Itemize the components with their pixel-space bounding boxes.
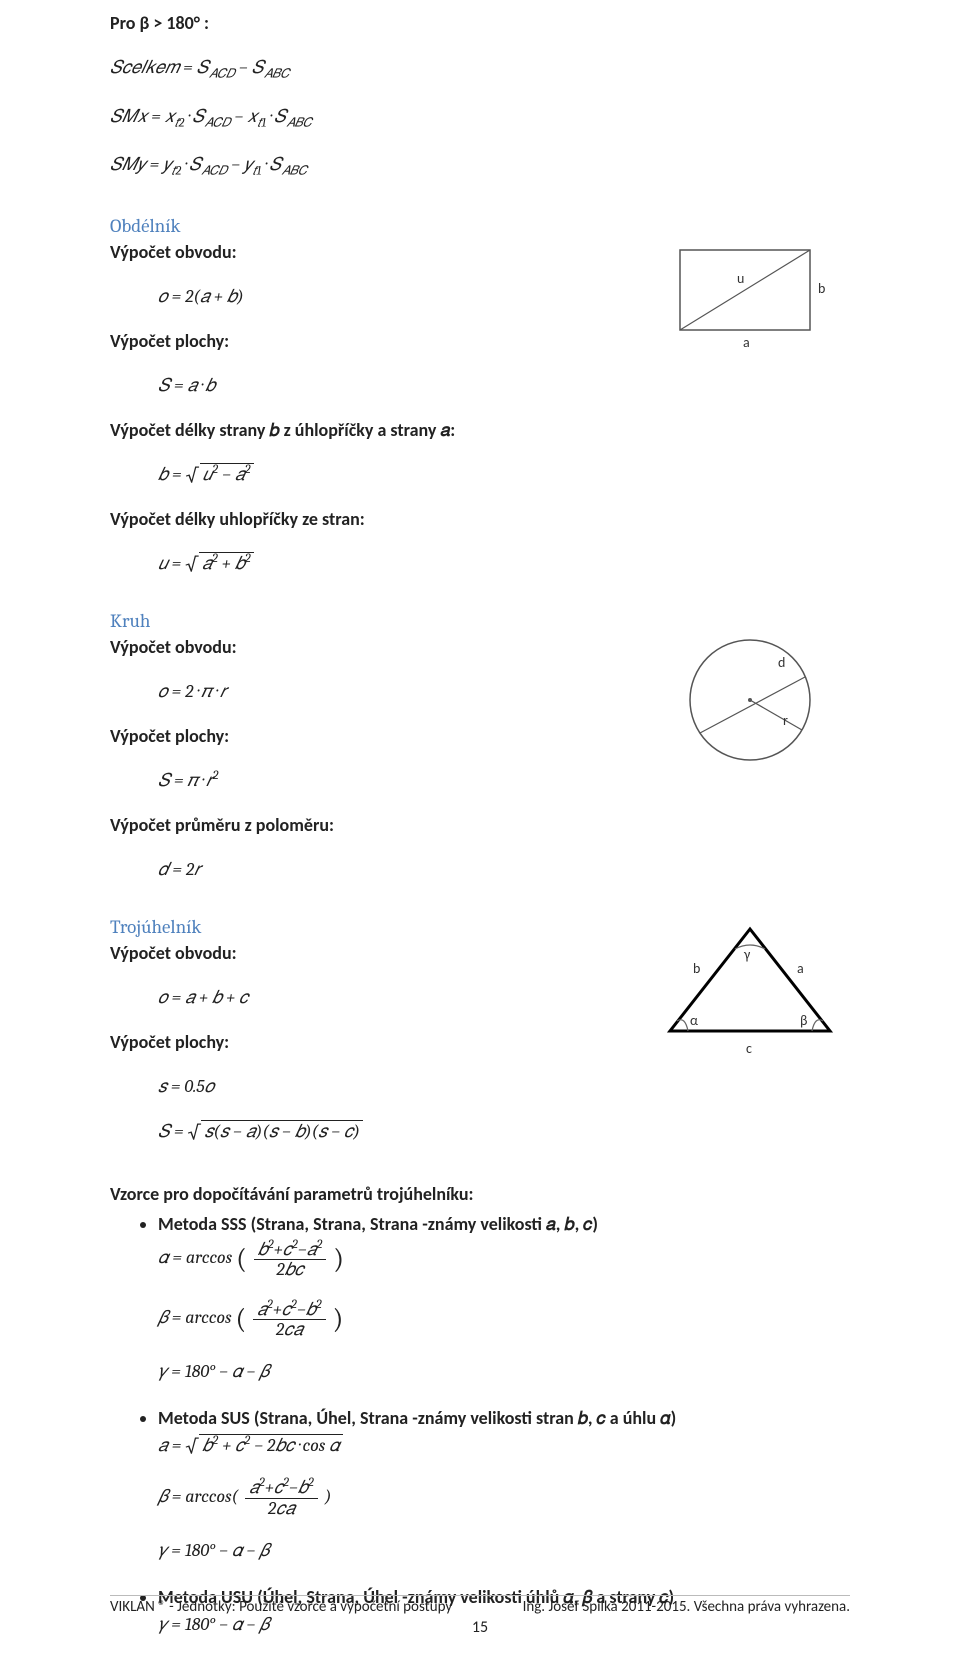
paren-open-icon: ( bbox=[236, 1303, 247, 1335]
sss-label: Metoda SSS (Strana, Strana, Strana -znám… bbox=[158, 1213, 598, 1235]
obdelnik-f3-rad: 𝑢2 − 𝑎2 bbox=[200, 463, 254, 485]
sus-a-rad: 𝑏2 + 𝑐2 − 2𝑏𝑐 · cos 𝛼 bbox=[199, 1434, 342, 1456]
sus-label: Metoda SUS (Strana, Úhel, Strana -známy … bbox=[158, 1407, 676, 1429]
trojuhelnik-block: Trojúhelník Výpočet obvodu: 𝑜 = 𝑎 + 𝑏 + … bbox=[110, 901, 850, 1163]
label-alpha: α bbox=[690, 1012, 698, 1029]
sss-beta-pre: 𝛽 = arccos bbox=[158, 1308, 236, 1329]
trojuhelnik-f3-pre: 𝑆 = bbox=[158, 1121, 187, 1142]
sss-beta-den: 2𝑐𝑎 bbox=[253, 1320, 326, 1340]
paren-close-icon: ) bbox=[333, 1243, 344, 1275]
label-a: a bbox=[797, 960, 804, 977]
sus-beta-pre: 𝛽 = arccos( bbox=[158, 1486, 238, 1507]
trojuhelnik-title: Trojúhelník bbox=[110, 916, 650, 938]
sus-beta-den: 2𝑐𝑎 bbox=[245, 1499, 318, 1519]
kruh-l3: Výpočet průměru z poloměru: bbox=[110, 812, 650, 838]
obdelnik-l1: Výpočet obvodu: bbox=[110, 239, 650, 265]
label-u: u bbox=[737, 270, 744, 287]
sus-a: 𝑎 = 𝑏2 + 𝑐2 − 2𝑏𝑐 · cos 𝛼 bbox=[158, 1432, 850, 1459]
label-b: b bbox=[693, 960, 700, 977]
trojuhelnik-f3: 𝑆 = 𝑠(𝑠 − 𝑎)(𝑠 − 𝑏)(𝑠 − 𝑐) bbox=[158, 1118, 650, 1145]
label-c: c bbox=[746, 1040, 752, 1057]
sss-alpha-num: 𝑏2+𝑐2−𝑎2 bbox=[254, 1239, 327, 1261]
fraction: 𝑎2+𝑐2−𝑏2 2𝑐𝑎 bbox=[245, 1477, 318, 1519]
label-a: a bbox=[743, 334, 750, 351]
obdelnik-l3: Výpočet délky strany 𝑏 z úhlopříčky a st… bbox=[110, 417, 650, 443]
intro-label: Pro β > 180° : bbox=[110, 10, 850, 36]
fraction: 𝑎2+𝑐2−𝑏2 2𝑐𝑎 bbox=[253, 1299, 326, 1341]
obdelnik-f3-pre: 𝑏 = bbox=[158, 464, 186, 485]
sss-beta-num: 𝑎2+𝑐2−𝑏2 bbox=[253, 1299, 326, 1321]
kruh-text: Kruh Výpočet obvodu: 𝑜 = 2 · 𝜋 · 𝑟 Výpoč… bbox=[110, 595, 650, 901]
sus-beta: 𝛽 = arccos( 𝑎2+𝑐2−𝑏2 2𝑐𝑎 ) bbox=[158, 1477, 850, 1519]
method-list: Metoda SSS (Strana, Strana, Strana -znám… bbox=[110, 1211, 850, 1638]
obdelnik-f3: 𝑏 = 𝑢2 − 𝑎2 bbox=[158, 461, 650, 488]
sss-alpha-pre: 𝛼 = arccos bbox=[158, 1248, 236, 1269]
footer-line: VIKLAN ® - Jednotky: Použité vzorce a vý… bbox=[110, 1595, 850, 1616]
footer-page: 15 bbox=[110, 1618, 850, 1637]
footer-right: Ing. Josef Spilka 2011-2015. Všechna prá… bbox=[523, 1598, 850, 1616]
paren-open-icon: ( bbox=[236, 1243, 247, 1275]
method-sus: Metoda SUS (Strana, Úhel, Strana -známy … bbox=[158, 1405, 850, 1582]
circle-diagram: d r bbox=[670, 625, 830, 775]
vzorce-heading: Vzorce pro dopočítávání parametrů trojúh… bbox=[110, 1181, 850, 1207]
kruh-f3: 𝑑 = 2𝑟 bbox=[158, 856, 650, 883]
intro-f3: 𝑆𝑀𝑦 = 𝑦𝑡2 · 𝑆𝐴𝐶𝐷 − 𝑦𝑡1 · 𝑆𝐴𝐵𝐶 bbox=[110, 151, 850, 181]
sss-alpha: 𝛼 = arccos ( 𝑏2+𝑐2−𝑎2 2𝑏𝑐 ) bbox=[158, 1238, 850, 1280]
fraction: 𝑏2+𝑐2−𝑎2 2𝑏𝑐 bbox=[254, 1239, 327, 1281]
trojuhelnik-figure: b a c γ α β bbox=[650, 911, 850, 1071]
kruh-l1: Výpočet obvodu: bbox=[110, 634, 650, 660]
label-gamma: γ bbox=[743, 946, 751, 963]
kruh-title: Kruh bbox=[110, 610, 650, 632]
trojuhelnik-f3-rad: 𝑠(𝑠 − 𝑎)(𝑠 − 𝑏)(𝑠 − 𝑐) bbox=[201, 1120, 362, 1142]
sus-beta-post: ) bbox=[325, 1486, 332, 1507]
triangle-diagram: b a c γ α β bbox=[655, 911, 845, 1071]
label-d: d bbox=[778, 654, 785, 671]
obdelnik-f4: 𝑢 = 𝑎2 + 𝑏2 bbox=[158, 550, 650, 577]
obdelnik-block: Obdélník Výpočet obvodu: 𝑜 = 2(𝑎 + 𝑏) Vý… bbox=[110, 200, 850, 595]
kruh-block: Kruh Výpočet obvodu: 𝑜 = 2 · 𝜋 · 𝑟 Výpoč… bbox=[110, 595, 850, 901]
obdelnik-text: Obdélník Výpočet obvodu: 𝑜 = 2(𝑎 + 𝑏) Vý… bbox=[110, 200, 650, 595]
trojuhelnik-l1: Výpočet obvodu: bbox=[110, 940, 650, 966]
sus-a-pre: 𝑎 = bbox=[158, 1435, 185, 1456]
sqrt-icon: 𝑠(𝑠 − 𝑎)(𝑠 − 𝑏)(𝑠 − 𝑐) bbox=[187, 1118, 362, 1145]
obdelnik-f2: 𝑆 = 𝑎 · 𝑏 bbox=[158, 372, 650, 399]
trojuhelnik-l2: Výpočet plochy: bbox=[110, 1029, 650, 1055]
obdelnik-f4-pre: 𝑢 = bbox=[158, 553, 185, 574]
trojuhelnik-text: Trojúhelník Výpočet obvodu: 𝑜 = 𝑎 + 𝑏 + … bbox=[110, 901, 650, 1163]
obdelnik-f4-rad: 𝑎2 + 𝑏2 bbox=[199, 552, 254, 574]
obdelnik-figure: u b a bbox=[650, 235, 850, 355]
method-sss: Metoda SSS (Strana, Strana, Strana -znám… bbox=[158, 1211, 850, 1403]
label-b: b bbox=[818, 280, 825, 297]
intro-f2: 𝑆𝑀𝑥 = 𝑥𝑡2 · 𝑆𝐴𝐶𝐷 − 𝑥𝑡1 · 𝑆𝐴𝐵𝐶 bbox=[110, 103, 850, 133]
obdelnik-l4: Výpočet délky uhlopříčky ze stran: bbox=[110, 506, 650, 532]
page: Pro β > 180° : 𝑆𝑐𝑒𝑙𝑘𝑒𝑚 = 𝑆𝐴𝐶𝐷 − 𝑆𝐴𝐵𝐶 𝑆𝑀𝑥… bbox=[0, 0, 960, 1662]
rectangle-diagram: u b a bbox=[665, 235, 835, 355]
kruh-l2: Výpočet plochy: bbox=[110, 723, 650, 749]
obdelnik-f1: 𝑜 = 2(𝑎 + 𝑏) bbox=[158, 283, 650, 310]
sss-gamma: 𝛾 = 180° − 𝛼 − 𝛽 bbox=[158, 1358, 850, 1385]
obdelnik-l2: Výpočet plochy: bbox=[110, 328, 650, 354]
kruh-f2: 𝑆 = 𝜋 · 𝑟2 bbox=[158, 767, 650, 794]
sss-alpha-den: 2𝑏𝑐 bbox=[254, 1260, 327, 1280]
sss-beta: 𝛽 = arccos ( 𝑎2+𝑐2−𝑏2 2𝑐𝑎 ) bbox=[158, 1298, 850, 1340]
footer-left: VIKLAN ® - Jednotky: Použité vzorce a vý… bbox=[110, 1598, 452, 1616]
paren-close-icon: ) bbox=[333, 1303, 344, 1335]
sqrt-icon: 𝑎2 + 𝑏2 bbox=[185, 550, 254, 577]
kruh-f1: 𝑜 = 2 · 𝜋 · 𝑟 bbox=[158, 678, 650, 705]
intro-f1: 𝑆𝑐𝑒𝑙𝑘𝑒𝑚 = 𝑆𝐴𝐶𝐷 − 𝑆𝐴𝐵𝐶 bbox=[110, 54, 850, 84]
trojuhelnik-f2: 𝑠 = 0.5𝑜 bbox=[158, 1073, 650, 1100]
obdelnik-title: Obdélník bbox=[110, 215, 650, 237]
label-beta: β bbox=[800, 1012, 807, 1029]
trojuhelnik-f1: 𝑜 = 𝑎 + 𝑏 + 𝑐 bbox=[158, 984, 650, 1011]
sqrt-icon: 𝑏2 + 𝑐2 − 2𝑏𝑐 · cos 𝛼 bbox=[185, 1432, 342, 1459]
footer: VIKLAN ® - Jednotky: Použité vzorce a vý… bbox=[110, 1595, 850, 1637]
sqrt-icon: 𝑢2 − 𝑎2 bbox=[186, 461, 254, 488]
label-r: r bbox=[783, 712, 788, 729]
sus-beta-num: 𝑎2+𝑐2−𝑏2 bbox=[245, 1477, 318, 1499]
sus-gamma: 𝛾 = 180° − 𝛼 − 𝛽 bbox=[158, 1537, 850, 1564]
kruh-figure: d r bbox=[650, 625, 850, 775]
